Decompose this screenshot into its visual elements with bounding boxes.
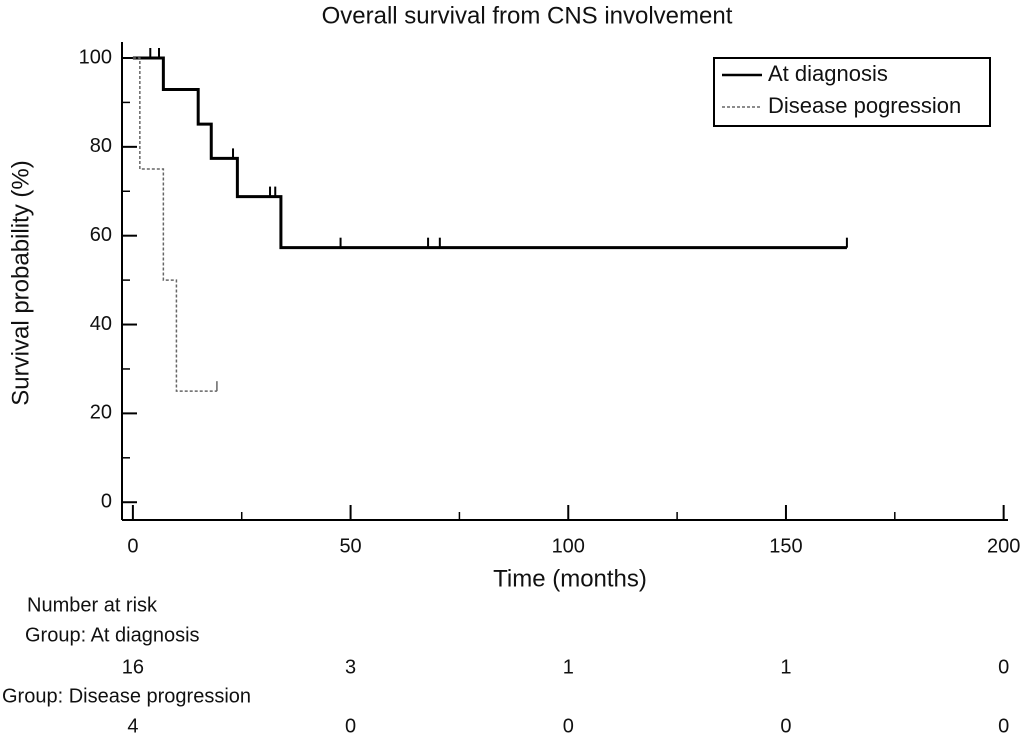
legend-label: Disease pogression: [768, 93, 961, 118]
risk-group-label: Group: At diagnosis: [25, 624, 200, 646]
y-tick-label: 40: [90, 313, 112, 335]
risk-count: 3: [345, 656, 356, 678]
x-tick-label: 150: [769, 535, 802, 557]
risk-count: 1: [563, 656, 574, 678]
y-tick-label: 80: [90, 135, 112, 157]
y-tick-label: 100: [79, 46, 112, 68]
legend-box: [713, 57, 991, 127]
x-axis-label: Time (months): [493, 565, 647, 592]
survival-curve: [132, 56, 847, 250]
y-axis-label: Survival probability (%): [7, 160, 34, 405]
x-tick-label: 100: [552, 535, 585, 557]
y-tick-label: 60: [90, 224, 112, 246]
risk-count: 1: [780, 656, 791, 678]
risk-count: 4: [127, 715, 138, 737]
risk-count: 0: [345, 715, 356, 737]
risk-count: 0: [563, 715, 574, 737]
risk-count: 0: [780, 715, 791, 737]
risk-count: 0: [998, 715, 1009, 737]
x-tick-label: 200: [987, 535, 1020, 557]
risk-count: 16: [122, 656, 144, 678]
risk-count: 0: [998, 656, 1009, 678]
y-tick-label: 0: [101, 491, 112, 513]
risk-group-label: Group: Disease progression: [2, 685, 251, 707]
x-tick-label: 0: [127, 535, 138, 557]
survival-curve: [132, 57, 217, 392]
x-tick-label: 50: [339, 535, 361, 557]
y-tick-label: 20: [90, 402, 112, 424]
chart-title: Overall survival from CNS involvement: [322, 2, 733, 29]
risk-title: Number at risk: [27, 594, 158, 616]
legend-label: At diagnosis: [768, 61, 888, 86]
